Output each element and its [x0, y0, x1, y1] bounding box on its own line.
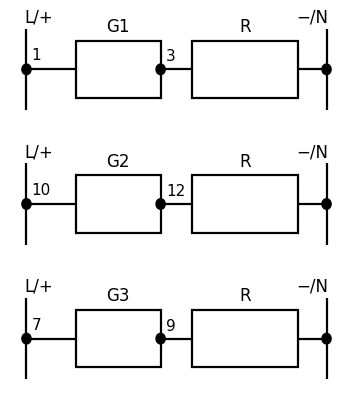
Circle shape: [22, 64, 31, 75]
Circle shape: [322, 199, 331, 209]
Bar: [76, 310, 161, 367]
Text: L/+: L/+: [25, 9, 53, 27]
Text: 3: 3: [166, 49, 176, 64]
Circle shape: [322, 333, 331, 344]
Text: 10: 10: [32, 183, 51, 198]
Text: G2: G2: [107, 153, 130, 171]
Circle shape: [322, 64, 331, 75]
Text: G1: G1: [107, 18, 130, 36]
Text: G3: G3: [107, 287, 130, 305]
Circle shape: [22, 199, 31, 209]
Circle shape: [156, 64, 165, 75]
Bar: [76, 175, 161, 233]
Text: 1: 1: [32, 48, 41, 63]
Text: −/N: −/N: [296, 9, 328, 27]
Text: L/+: L/+: [25, 143, 53, 161]
Text: R: R: [240, 153, 251, 171]
Text: 9: 9: [166, 319, 176, 334]
Bar: [76, 41, 161, 98]
Text: 7: 7: [32, 317, 41, 333]
Bar: [192, 310, 298, 367]
Circle shape: [156, 333, 165, 344]
Text: R: R: [240, 287, 251, 305]
Bar: [192, 41, 298, 98]
Bar: [192, 175, 298, 233]
Text: −/N: −/N: [296, 278, 328, 296]
Circle shape: [22, 333, 31, 344]
Text: 12: 12: [166, 184, 185, 199]
Text: L/+: L/+: [25, 278, 53, 296]
Circle shape: [156, 199, 165, 209]
Text: R: R: [240, 18, 251, 36]
Text: −/N: −/N: [296, 143, 328, 161]
